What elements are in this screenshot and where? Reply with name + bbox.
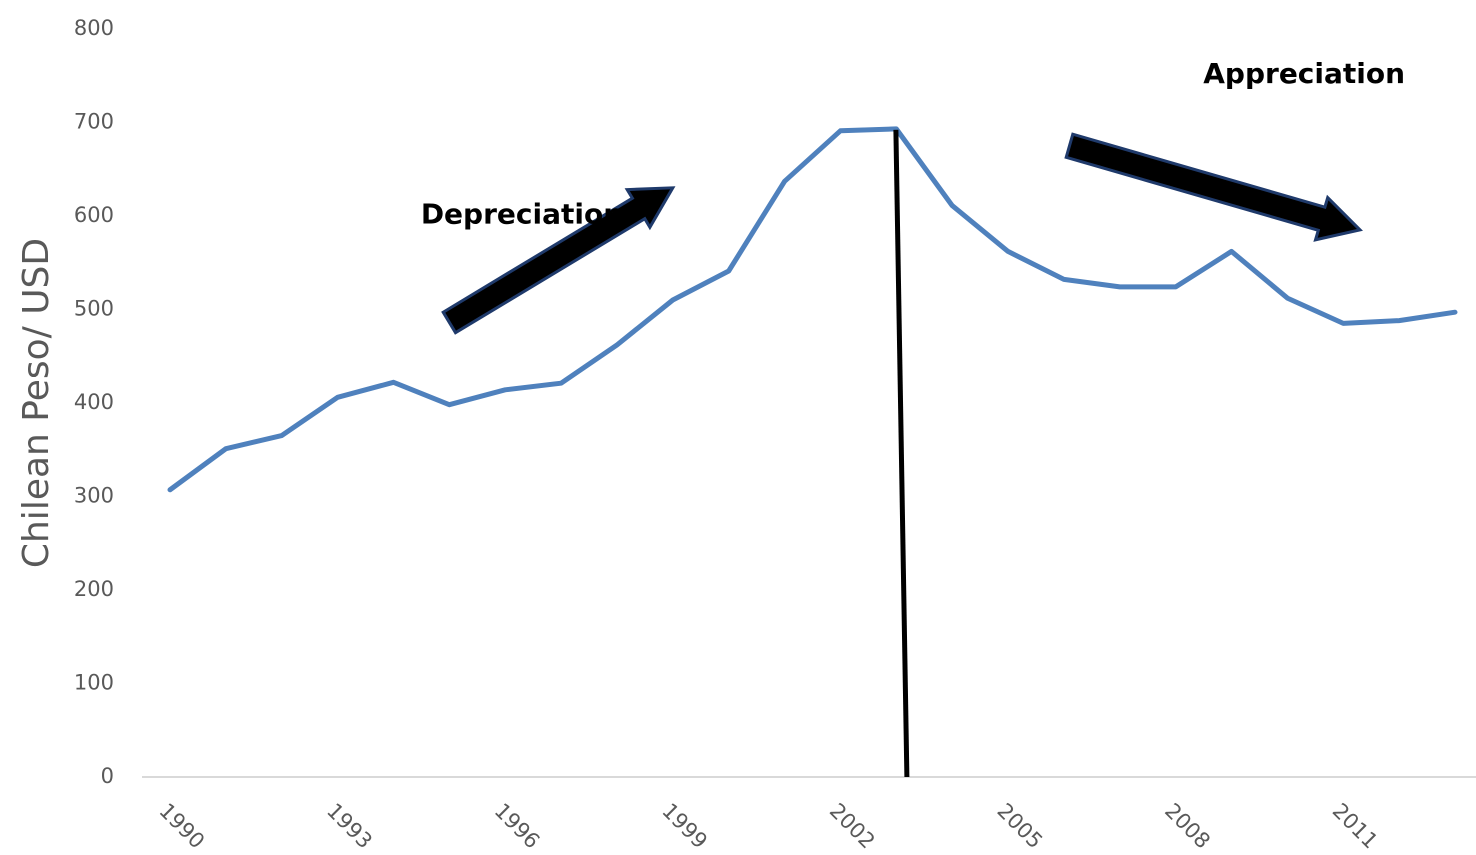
y-tick-label: 600 <box>74 203 114 227</box>
y-axis-ticks: 0 100 200 300 400 500 600 700 800 <box>74 16 114 788</box>
depreciation-arrow <box>441 186 676 335</box>
x-tick-label: 2002 <box>825 799 880 854</box>
annotation-label: Appreciation <box>1203 57 1405 90</box>
x-tick-label: 1993 <box>322 799 377 854</box>
arrow-layer <box>441 132 1363 335</box>
y-axis-title: Chilean Peso/ USD <box>16 238 57 568</box>
series-line <box>167 126 1458 493</box>
x-tick-label: 2008 <box>1160 799 1215 854</box>
appreciation-arrow <box>1064 132 1363 242</box>
x-tick-label: 1996 <box>490 799 545 854</box>
x-tick-label: 1990 <box>154 799 209 854</box>
x-tick-label: 2011 <box>1328 799 1383 854</box>
x-tick-label: 2005 <box>993 799 1048 854</box>
annotation-layer: Depreciation Appreciation <box>421 57 1405 230</box>
y-tick-label: 400 <box>74 390 114 414</box>
annotation-label: Depreciation <box>421 197 623 230</box>
y-tick-label: 0 <box>101 764 114 788</box>
y-tick-label: 200 <box>74 577 114 601</box>
y-tick-label: 100 <box>74 671 114 695</box>
y-tick-label: 300 <box>74 484 114 508</box>
x-axis-ticks: 1990 1993 1996 1999 2002 2005 2008 2011 <box>154 799 1382 854</box>
y-tick-label: 700 <box>74 110 114 134</box>
series-layer <box>167 126 1458 493</box>
y-tick-label: 500 <box>74 297 114 321</box>
peak-marker-line <box>893 129 910 778</box>
x-tick-label: 1999 <box>657 799 712 854</box>
y-tick-label: 800 <box>74 16 114 40</box>
